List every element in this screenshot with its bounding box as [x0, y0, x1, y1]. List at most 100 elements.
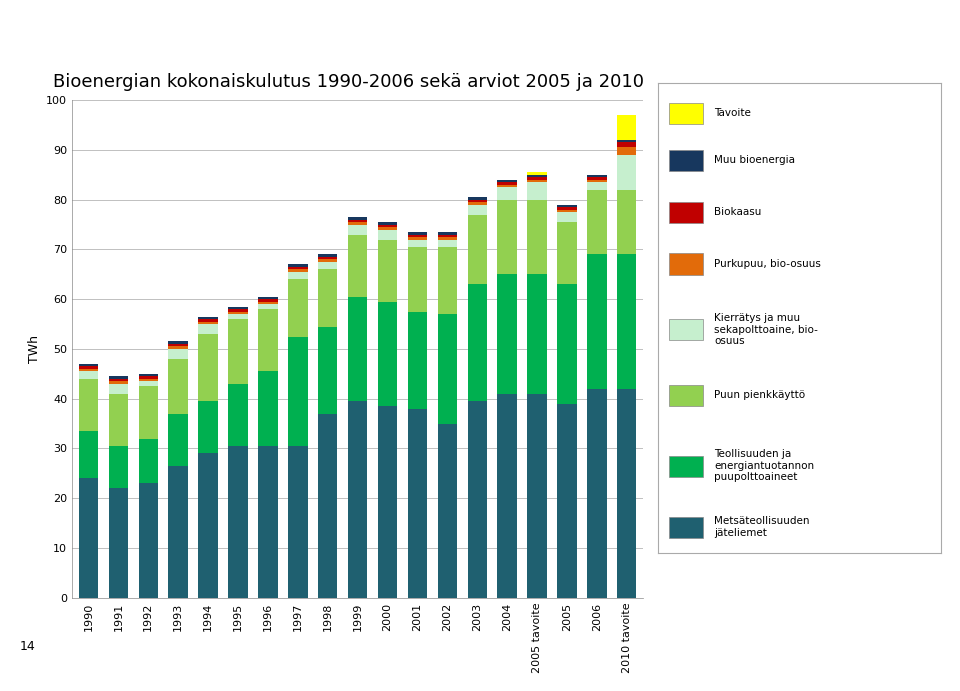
Bar — [79, 431, 98, 478]
Bar — [288, 272, 307, 279]
Bar — [408, 234, 427, 237]
Bar — [79, 366, 98, 369]
Bar — [378, 222, 397, 225]
Bar — [669, 150, 703, 171]
Bar — [288, 267, 307, 269]
Bar — [617, 147, 636, 155]
Bar — [497, 394, 516, 598]
Bar — [138, 381, 158, 386]
Bar — [168, 346, 188, 349]
Bar — [588, 180, 607, 182]
Bar — [138, 483, 158, 598]
Bar — [108, 446, 128, 489]
Bar — [79, 478, 98, 598]
Text: Biokaasu: Biokaasu — [714, 207, 761, 217]
Bar — [468, 284, 487, 401]
Bar — [527, 274, 547, 394]
Bar — [497, 180, 516, 182]
Bar — [378, 406, 397, 598]
Bar — [138, 377, 158, 379]
Bar — [108, 379, 128, 381]
Bar — [228, 446, 248, 598]
Text: Teollisuuden ja
energiantuotannon
puupolttoaineet: Teollisuuden ja energiantuotannon puupol… — [714, 449, 814, 482]
Bar — [669, 202, 703, 223]
Bar — [79, 371, 98, 379]
Bar — [228, 384, 248, 446]
Text: Kierrätys ja muu
sekapolttoaine, bio-
osuus: Kierrätys ja muu sekapolttoaine, bio- os… — [714, 313, 818, 346]
Bar — [468, 215, 487, 284]
Bar — [408, 312, 427, 408]
Bar — [527, 182, 547, 200]
Bar — [258, 304, 277, 309]
Bar — [557, 222, 577, 284]
Bar — [408, 232, 427, 234]
Bar — [108, 489, 128, 598]
Bar — [199, 453, 218, 598]
Bar — [527, 200, 547, 274]
Y-axis label: TWh: TWh — [28, 335, 40, 363]
Bar — [617, 190, 636, 254]
Bar — [438, 240, 457, 247]
Bar — [168, 341, 188, 344]
Bar — [408, 408, 427, 598]
Bar — [228, 309, 248, 312]
Bar — [408, 247, 427, 312]
Bar — [588, 254, 607, 389]
Bar — [438, 314, 457, 424]
Bar — [669, 319, 703, 341]
Bar — [138, 439, 158, 483]
Text: Muu bioenergia: Muu bioenergia — [714, 155, 795, 165]
Bar — [588, 178, 607, 180]
Bar — [497, 274, 516, 394]
Bar — [617, 115, 636, 140]
Bar — [258, 296, 277, 299]
Bar — [557, 404, 577, 598]
Bar — [288, 279, 307, 337]
Bar — [79, 369, 98, 371]
Text: Puun pienkkäyttö: Puun pienkkäyttö — [714, 390, 805, 400]
Bar — [348, 217, 368, 220]
Bar — [199, 324, 218, 334]
Bar — [468, 200, 487, 202]
Bar — [438, 424, 457, 598]
Bar — [228, 312, 248, 314]
Bar — [378, 227, 397, 229]
Bar — [199, 334, 218, 401]
Bar — [617, 142, 636, 147]
Bar — [138, 374, 158, 377]
Bar — [168, 344, 188, 346]
Bar — [288, 265, 307, 267]
Bar — [138, 386, 158, 439]
Bar — [318, 257, 337, 259]
Bar — [669, 455, 703, 477]
Text: 14: 14 — [19, 640, 35, 653]
Bar — [468, 401, 487, 598]
Bar — [497, 187, 516, 200]
Bar — [617, 254, 636, 389]
Bar — [588, 389, 607, 598]
Bar — [557, 284, 577, 404]
Bar — [378, 225, 397, 227]
Bar — [617, 389, 636, 598]
Bar — [168, 466, 188, 598]
Bar — [108, 381, 128, 384]
Bar — [318, 259, 337, 262]
Text: Purkupuu, bio-osuus: Purkupuu, bio-osuus — [714, 259, 821, 269]
Bar — [199, 316, 218, 319]
Bar — [408, 237, 427, 240]
Bar — [258, 309, 277, 371]
Bar — [468, 202, 487, 205]
Bar — [378, 229, 397, 240]
Bar — [378, 240, 397, 302]
Bar — [108, 394, 128, 446]
Bar — [79, 364, 98, 366]
Bar — [497, 200, 516, 274]
Bar — [318, 269, 337, 327]
Bar — [318, 254, 337, 257]
Bar — [527, 394, 547, 598]
Bar — [258, 446, 277, 598]
Bar — [588, 190, 607, 254]
Bar — [348, 296, 368, 401]
Bar — [527, 172, 547, 175]
Bar — [617, 155, 636, 190]
